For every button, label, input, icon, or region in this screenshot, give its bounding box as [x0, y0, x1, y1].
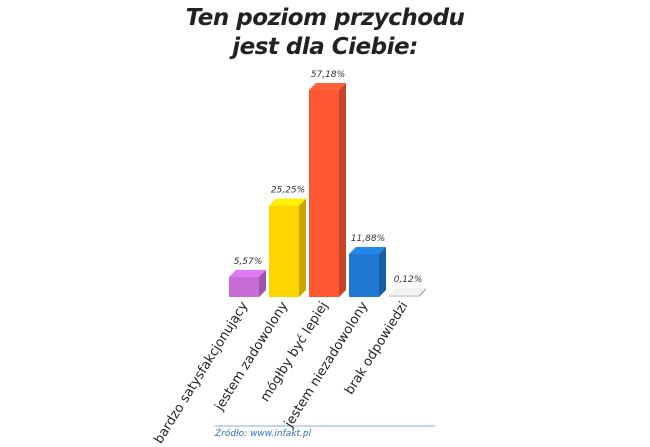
bar [349, 253, 379, 297]
value-label: 57,18% [311, 70, 345, 80]
bar-side [339, 83, 346, 298]
value-label: 0,12% [394, 275, 423, 285]
bar-top [269, 198, 306, 206]
source: Źródło: www.infakt.pl [214, 427, 312, 439]
bar-top [349, 246, 386, 254]
value-label: 5,57% [234, 257, 263, 267]
bar-side [379, 246, 386, 297]
category-label: jestem zadowolony [212, 299, 292, 414]
bar [269, 205, 299, 297]
bar-top [229, 269, 266, 277]
bar-side [419, 288, 426, 297]
value-label: 25,25% [271, 186, 305, 196]
bar-top [389, 288, 426, 295]
bar-side [259, 269, 266, 297]
bar [389, 295, 419, 297]
value-label: 11,88% [351, 234, 385, 244]
bar [229, 276, 259, 297]
bar [309, 90, 339, 298]
chart-title: Ten poziom przychodu jest dla Ciebie: [185, 5, 465, 60]
bar-top [309, 83, 346, 91]
bar-side [299, 198, 306, 297]
